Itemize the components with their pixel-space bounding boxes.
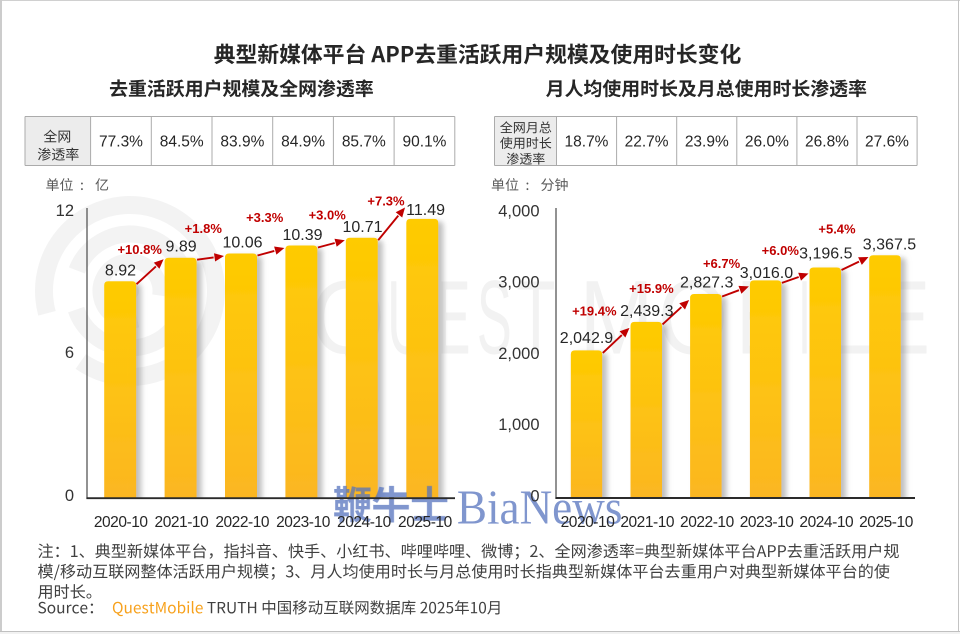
svg-text:+3.3%: +3.3%	[246, 210, 284, 225]
svg-text:+7.3%: +7.3%	[367, 193, 405, 208]
svg-text:85.7%: 85.7%	[342, 134, 386, 151]
svg-text:2023-10: 2023-10	[276, 514, 331, 531]
svg-text:2025-10: 2025-10	[398, 514, 453, 531]
svg-text:2025-10: 2025-10	[859, 514, 914, 531]
svg-text:+10.8%: +10.8%	[117, 242, 162, 257]
svg-text:84.5%: 84.5%	[160, 134, 204, 151]
svg-text:2021-10: 2021-10	[155, 514, 210, 531]
svg-text:6: 6	[65, 344, 74, 362]
svg-text:BiaNews: BiaNews	[457, 481, 623, 534]
svg-text:I: I	[798, 260, 811, 377]
svg-text:83.9%: 83.9%	[220, 134, 264, 151]
svg-text:2022-10: 2022-10	[680, 514, 735, 531]
svg-text:2,827.3: 2,827.3	[680, 275, 733, 292]
svg-text:+1.8%: +1.8%	[185, 221, 223, 236]
svg-text:2021-10: 2021-10	[620, 514, 675, 531]
svg-text:2023-10: 2023-10	[740, 514, 795, 531]
svg-text:2024-10: 2024-10	[799, 514, 854, 531]
svg-text:12: 12	[56, 202, 74, 220]
svg-text:3,196.5: 3,196.5	[799, 246, 852, 263]
svg-text:S: S	[477, 260, 512, 377]
svg-text:10.06: 10.06	[222, 235, 262, 252]
svg-text:10.71: 10.71	[342, 219, 382, 236]
svg-text:3,016.0: 3,016.0	[740, 265, 793, 282]
svg-text:4,000: 4,000	[498, 202, 539, 220]
svg-text:+6.0%: +6.0%	[762, 243, 800, 258]
svg-text:8.92: 8.92	[105, 263, 136, 280]
svg-text:10.39: 10.39	[282, 227, 322, 244]
svg-text:26.8%: 26.8%	[805, 134, 849, 151]
svg-text:1,000: 1,000	[498, 416, 539, 434]
svg-text:26.0%: 26.0%	[745, 134, 789, 151]
svg-text:3,367.5: 3,367.5	[863, 237, 916, 254]
svg-text:2,000: 2,000	[498, 345, 539, 363]
svg-text:+15.9%: +15.9%	[629, 281, 674, 296]
svg-text:2022-10: 2022-10	[215, 514, 270, 531]
svg-text:+5.4%: +5.4%	[818, 222, 856, 237]
svg-text:2,439.3: 2,439.3	[620, 303, 673, 320]
svg-text:27.6%: 27.6%	[865, 134, 909, 151]
svg-text:18.7%: 18.7%	[565, 134, 609, 151]
svg-text:84.9%: 84.9%	[281, 134, 325, 151]
svg-text:+3.0%: +3.0%	[309, 207, 347, 222]
svg-text:77.3%: 77.3%	[99, 134, 143, 151]
svg-text:2020-10: 2020-10	[94, 514, 149, 531]
svg-text:11.49: 11.49	[406, 202, 445, 219]
svg-text:2020-10: 2020-10	[561, 514, 616, 531]
svg-text:T: T	[516, 260, 555, 377]
svg-text:90.1%: 90.1%	[403, 134, 447, 151]
svg-text:0: 0	[530, 488, 539, 506]
svg-text:+6.7%: +6.7%	[703, 256, 741, 271]
svg-text:9.89: 9.89	[166, 238, 197, 255]
svg-text:2,042.9: 2,042.9	[560, 330, 613, 347]
svg-text:0: 0	[65, 487, 74, 505]
svg-text:E: E	[437, 260, 470, 377]
svg-text:2024-10: 2024-10	[337, 514, 392, 531]
svg-text:+19.4%: +19.4%	[572, 304, 617, 319]
svg-text:22.7%: 22.7%	[625, 134, 669, 151]
svg-text:23.9%: 23.9%	[685, 134, 729, 151]
svg-text:3,000: 3,000	[498, 274, 539, 292]
